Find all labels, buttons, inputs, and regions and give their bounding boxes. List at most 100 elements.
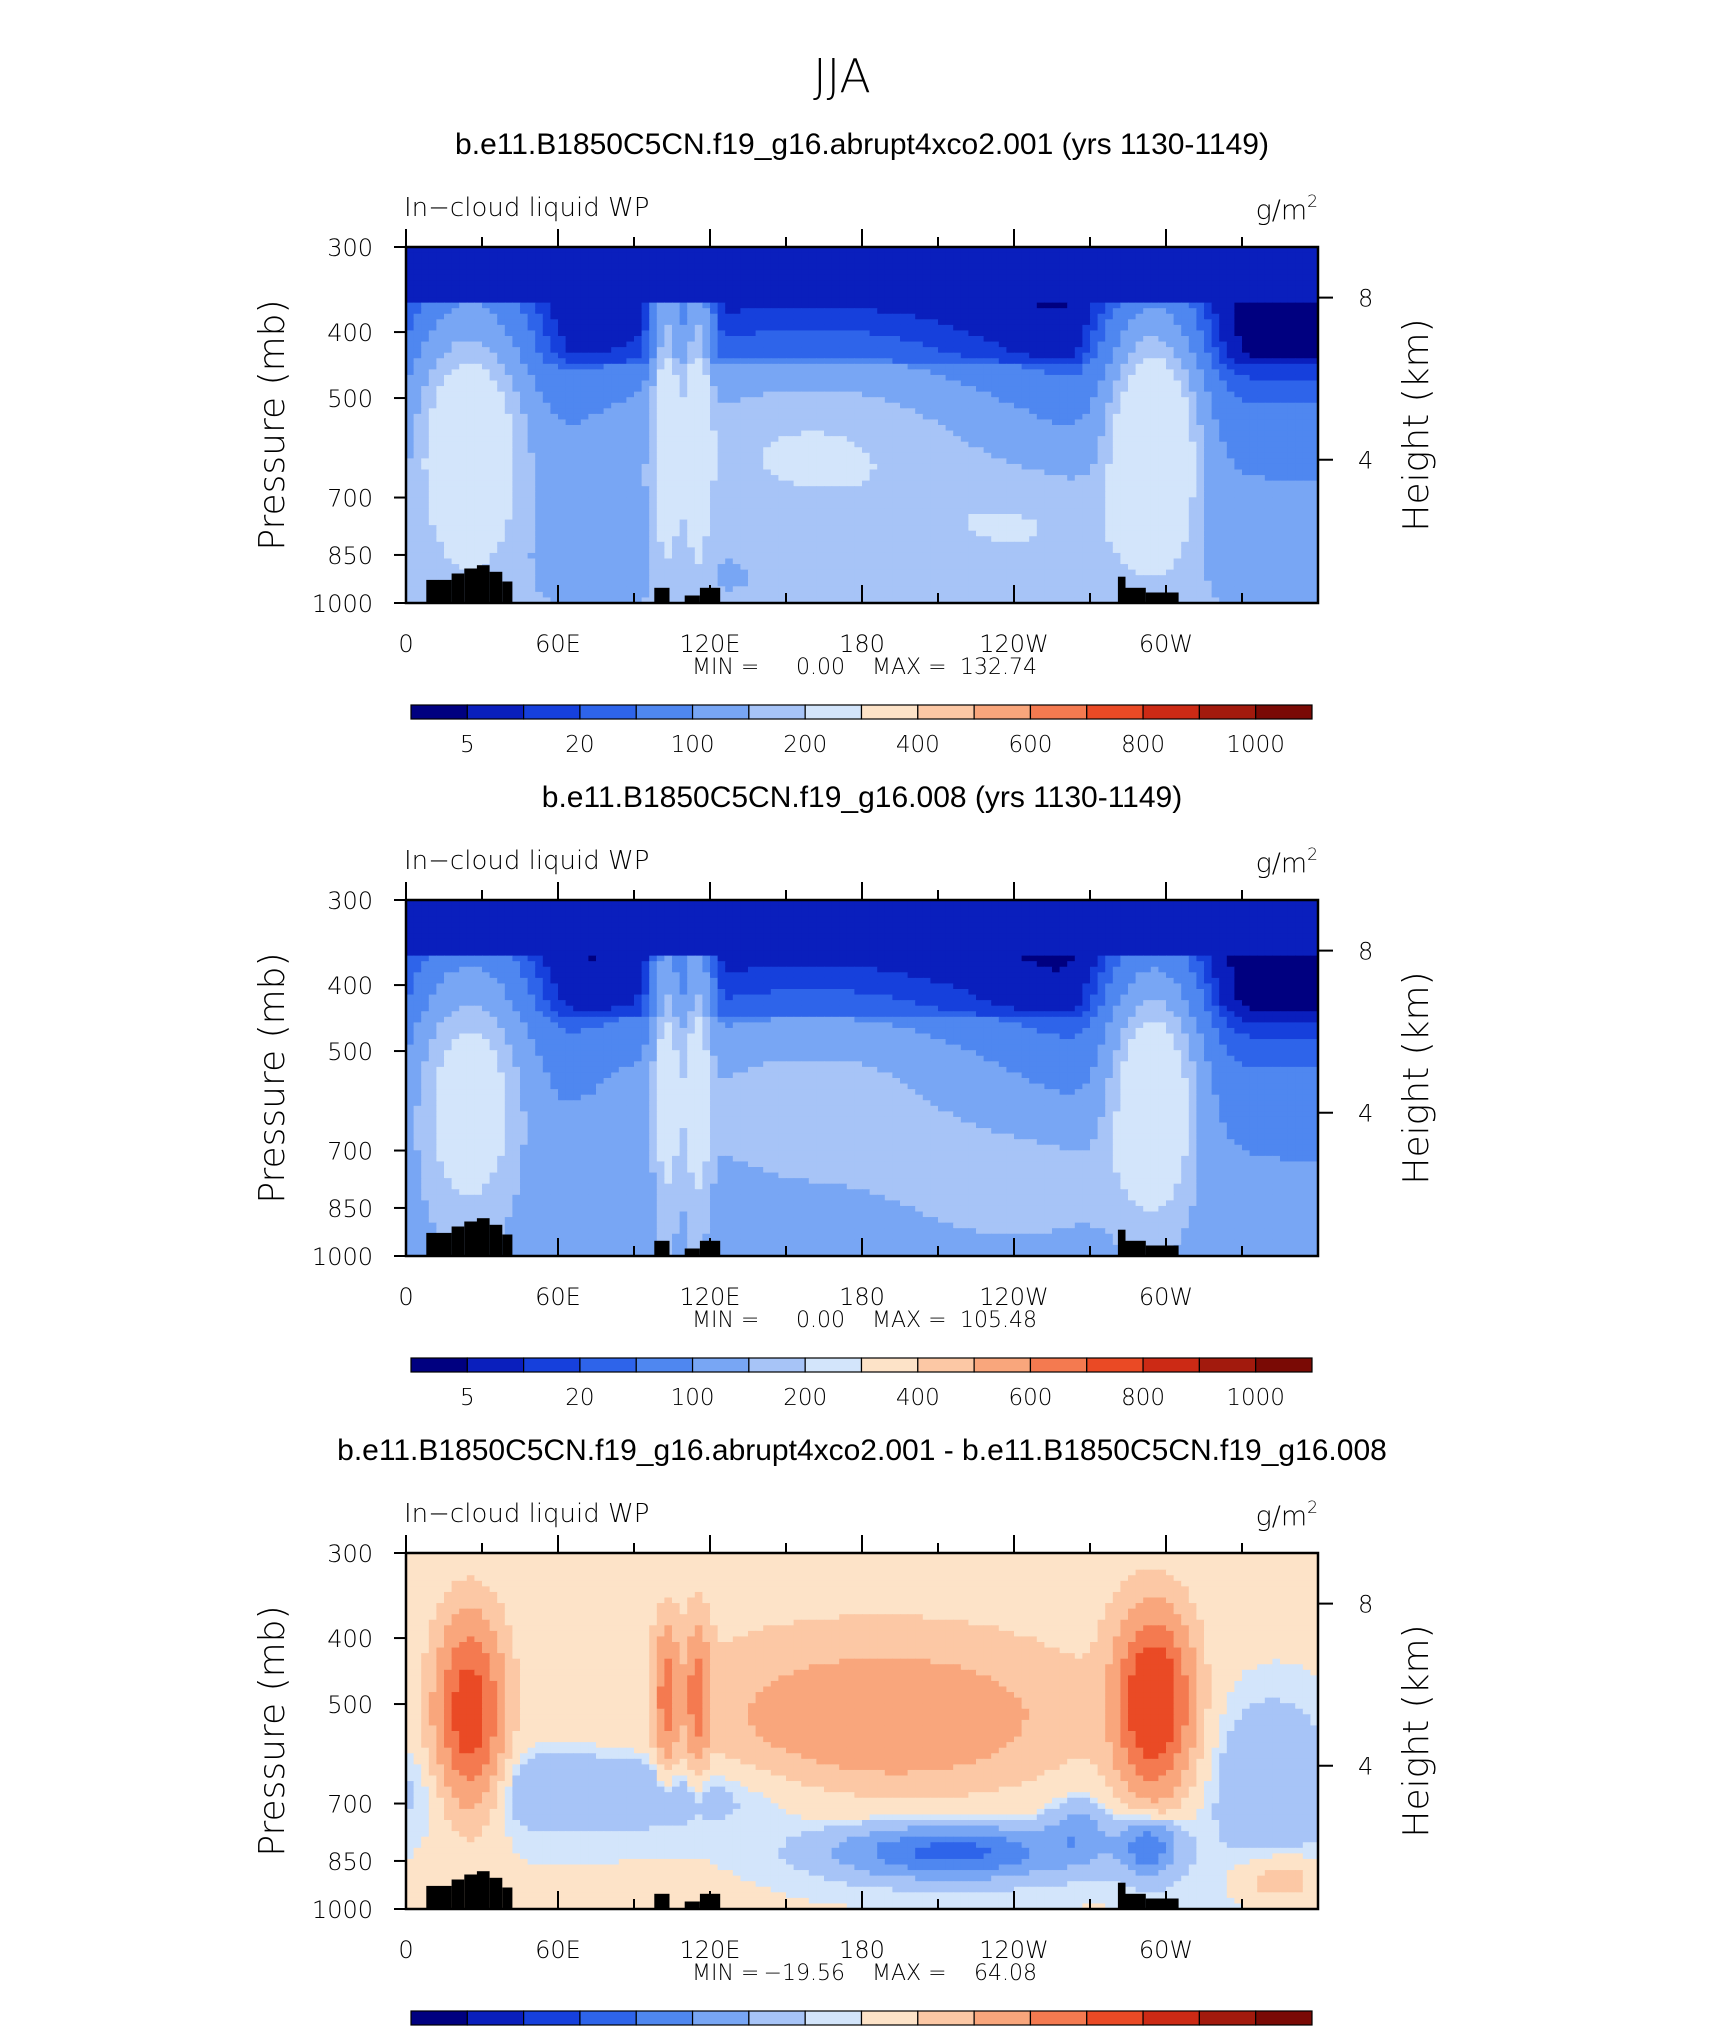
contour-cell: [649, 269, 658, 276]
contour-cell: [1280, 302, 1289, 309]
contour-cell: [656, 263, 665, 270]
contour-cell: [1112, 341, 1121, 348]
contour-cell: [596, 347, 605, 354]
contour-cell: [1166, 358, 1175, 365]
contour-cell: [634, 285, 643, 293]
contour-cell: [406, 402, 415, 409]
contour-cell: [900, 280, 909, 287]
contour-cell: [672, 347, 681, 354]
contour-cell: [862, 274, 871, 281]
contour-cell: [732, 413, 741, 421]
contour-cell: [474, 452, 483, 459]
contour-cell: [702, 258, 711, 265]
contour-cell: [1082, 458, 1091, 465]
contour-cell: [1280, 463, 1289, 471]
contour-cell: [679, 408, 688, 415]
contour-cell: [527, 363, 536, 370]
contour-cell: [710, 302, 719, 309]
contour-cell: [763, 358, 772, 365]
contour-cell: [1181, 380, 1190, 387]
contour-cell: [1120, 358, 1129, 365]
contour-cell: [436, 402, 445, 409]
contour-cell: [542, 297, 551, 304]
contour-cell: [1014, 336, 1023, 343]
contour-cell: [1264, 252, 1273, 259]
contour-cell: [489, 425, 498, 432]
contour-cell: [922, 402, 931, 409]
contour-cell: [1196, 336, 1205, 343]
contour-cell: [953, 397, 962, 404]
contour-cell: [1287, 458, 1296, 465]
contour-cell: [1082, 258, 1091, 265]
contour-cell: [1226, 386, 1235, 393]
contour-cell: [474, 402, 483, 409]
contour-cell: [1310, 297, 1319, 304]
contour-cell: [550, 458, 559, 465]
contour-cell: [763, 363, 772, 370]
contour-cell: [1135, 313, 1144, 320]
contour-cell: [900, 358, 909, 365]
contour-cell: [1188, 447, 1197, 454]
contour-cell: [1188, 285, 1197, 293]
contour-cell: [968, 408, 977, 415]
contour-cell: [527, 413, 536, 421]
contour-cell: [831, 319, 840, 326]
contour-cell: [968, 386, 977, 393]
contour-cell: [694, 258, 703, 265]
contour-cell: [1173, 386, 1182, 393]
contour-cell: [1287, 291, 1296, 298]
contour-cell: [527, 313, 536, 320]
contour-cell: [801, 341, 810, 348]
contour-cell: [755, 363, 764, 370]
contour-cell: [1052, 391, 1061, 398]
contour-cell: [550, 302, 559, 309]
contour-cell: [406, 252, 415, 259]
contour-cell: [786, 363, 795, 370]
contour-cell: [1128, 469, 1137, 476]
contour-cell: [1287, 452, 1296, 459]
contour-cell: [550, 413, 559, 421]
contour-cell: [778, 425, 787, 432]
contour-cell: [725, 269, 734, 276]
contour-cell: [778, 313, 787, 320]
contour-cell: [945, 408, 954, 415]
contour-cell: [474, 430, 483, 437]
contour-cell: [831, 297, 840, 304]
contour-cell: [1242, 358, 1251, 365]
contour-cell: [482, 458, 491, 465]
contour-cell: [565, 436, 574, 443]
contour-cell: [1128, 358, 1137, 365]
contour-cell: [1158, 386, 1167, 393]
contour-cell: [649, 341, 658, 348]
contour-cell: [755, 463, 764, 471]
contour-cell: [1196, 413, 1205, 421]
contour-cell: [1211, 269, 1220, 276]
contour-cell: [846, 258, 855, 265]
contour-cell: [1166, 430, 1175, 437]
contour-cell: [1302, 358, 1311, 365]
contour-cell: [1074, 274, 1083, 281]
contour-cell: [702, 363, 711, 370]
contour-cell: [869, 386, 878, 393]
contour-cell: [915, 341, 924, 348]
contour-cell: [938, 330, 947, 337]
contour-cell: [922, 475, 931, 482]
contour-cell: [930, 430, 939, 437]
contour-cell: [436, 391, 445, 398]
contour-cell: [1150, 469, 1159, 476]
contour-cell: [1150, 319, 1159, 326]
contour-cell: [1310, 463, 1319, 471]
contour-cell: [1249, 452, 1258, 459]
contour-cell: [1173, 330, 1182, 337]
contour-cell: [945, 341, 954, 348]
contour-cell: [1188, 391, 1197, 398]
contour-cell: [641, 358, 650, 365]
contour-cell: [459, 363, 468, 370]
contour-cell: [953, 408, 962, 415]
contour-cell: [672, 247, 681, 254]
contour-cell: [869, 297, 878, 304]
contour-cell: [862, 341, 871, 348]
contour-cell: [428, 363, 437, 370]
contour-cell: [915, 297, 924, 304]
contour-cell: [998, 352, 1007, 359]
